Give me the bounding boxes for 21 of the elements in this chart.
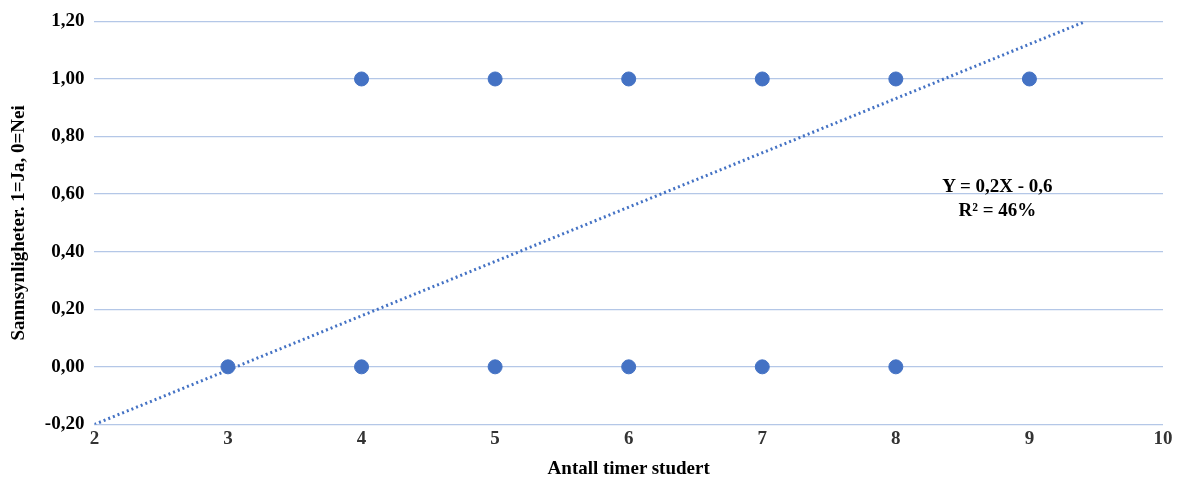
y-tick-label: 0,00	[51, 354, 85, 376]
y-tick-label: 0,40	[51, 239, 85, 261]
x-tick-label: 2	[89, 426, 100, 448]
y-tick-label: 0,20	[51, 297, 85, 319]
x-tick-label: 3	[223, 426, 233, 448]
y-tick-label: 0,80	[51, 124, 85, 146]
y-tick-label: 1,20	[51, 9, 85, 31]
x-tick-label: 10	[1153, 426, 1173, 448]
x-tick-label: 4	[356, 426, 367, 448]
y-tick-label: -0,20	[44, 412, 85, 434]
y-axis-title: Sannsynligheter. 1=Ja, 0=Nei	[7, 105, 29, 341]
x-tick-label: 9	[1024, 426, 1035, 448]
x-tick-label: 5	[490, 426, 500, 448]
y-tick-label: 0,60	[51, 182, 85, 204]
x-tick-label: 6	[623, 426, 634, 448]
x-tick-label: 8	[891, 426, 901, 448]
x-axis-title: Antall timer studert	[547, 456, 711, 478]
x-tick-label: 7	[757, 426, 768, 448]
annotation: Y = 0,2X - 0,6	[942, 174, 1053, 196]
y-tick-label: 1,00	[51, 66, 85, 88]
annotation: R² = 46%	[958, 198, 1037, 220]
